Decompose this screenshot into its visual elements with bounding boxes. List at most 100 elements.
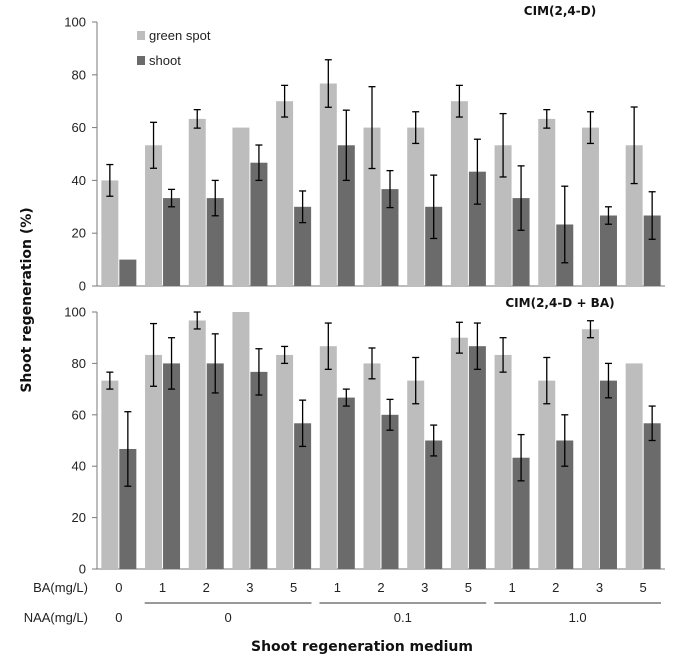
ba-value-label: 1 [508,580,515,595]
bar-green-spot [319,83,337,287]
bar-green-spot [407,380,425,569]
error-bar [517,433,525,482]
bar-shoot [599,215,617,286]
naa-group-label: 1.0 [569,610,587,625]
bar-shoot [206,363,224,569]
ba-value-label: 0 [115,580,122,595]
ba-value-label: 1 [159,580,166,595]
error-bar [648,405,656,442]
error-bar [168,188,176,208]
error-bar [455,321,463,354]
y-tick-label: 100 [64,305,86,320]
error-bar [342,109,350,182]
legend-label: green spot [149,28,211,43]
error-bar [630,106,638,185]
bar-green-spot [101,180,119,286]
bar-green-spot [538,380,556,569]
x-axis-title: Shoot regeneration medium [251,639,473,655]
bar-shoot [512,457,530,569]
error-bar [106,163,114,197]
ba-value-label: 2 [377,580,384,595]
naa-group-label: 0 [224,610,231,625]
legend: green spot shoot [137,28,211,68]
bar-shoot [643,423,661,569]
bar-shoot [163,198,181,286]
y-tick-label: 60 [72,407,86,422]
error-bar [604,362,612,399]
bar-green-spot [188,118,206,286]
ba-value-label: 5 [640,580,647,595]
bar-shoot [425,440,443,569]
error-bar [281,345,289,365]
y-tick-label: 40 [72,173,86,188]
y-tick-label: 40 [72,459,86,474]
error-bar [648,191,656,240]
error-bar [255,348,263,396]
error-bar [604,206,612,225]
y-tick-label: 100 [64,15,86,30]
error-bar [106,371,114,390]
error-bar [430,174,438,240]
error-bar [368,86,376,170]
panel-title: CIM(2,4-D) [524,4,596,18]
bar-green-spot [581,127,599,286]
error-bar [412,111,420,145]
bar-green-spot [232,127,250,286]
y-axis-title: Shoot regeneration (%) [19,207,35,392]
bar-green-spot [625,145,643,286]
error-bar [124,411,132,487]
error-bar [412,356,420,405]
error-bar [386,169,394,209]
error-bar [455,84,463,118]
bar-green-spot [276,354,294,569]
bar-shoot [468,346,486,569]
error-bar [586,320,594,339]
ba-value-label: 1 [334,580,341,595]
bar-shoot [206,198,224,286]
bar-shoot [556,440,574,569]
ba-value-label: 5 [290,580,297,595]
bar-green-spot [581,329,599,569]
error-bar [368,347,376,380]
error-bar [193,311,201,330]
bar-green-spot [363,363,381,569]
error-bar [299,399,307,448]
y-tick-label: 0 [79,562,86,577]
bar-green-spot [145,145,163,286]
error-bar [299,190,307,224]
bar-green-spot [319,346,337,569]
bar-green-spot [101,380,119,569]
naa-group-label: 0 [115,610,122,625]
ba-value-label: 5 [465,580,472,595]
y-tick-label: 60 [72,120,86,135]
bar-shoot [119,448,137,569]
error-bar [324,59,332,108]
error-bar [150,121,158,169]
naa-row-label: NAA(mg/L) [24,610,88,625]
error-bar [255,144,263,182]
bar-green-spot [363,127,381,286]
bar-green-spot [276,101,294,286]
ba-row-label: BA(mg/L) [33,580,88,595]
error-bar [281,84,289,118]
bar-shoot [381,414,399,569]
y-tick-label: 20 [72,510,86,525]
error-bar [543,108,551,129]
bar-shoot [512,198,530,286]
legend-label: shoot [149,53,181,68]
bar-shoot [294,206,312,286]
error-bar [473,322,481,370]
y-tick-label: 80 [72,356,86,371]
error-bar [193,108,201,129]
bar-green-spot [145,354,163,569]
panel-title: CIM(2,4-D + BA) [505,296,614,310]
bar-green-spot [450,337,468,569]
bar-shoot [599,380,617,569]
error-bar [211,333,219,394]
ba-value-label: 3 [421,580,428,595]
error-bar [499,112,507,178]
error-bar [517,165,525,231]
error-bar [324,322,332,370]
bar-shoot [425,206,443,286]
